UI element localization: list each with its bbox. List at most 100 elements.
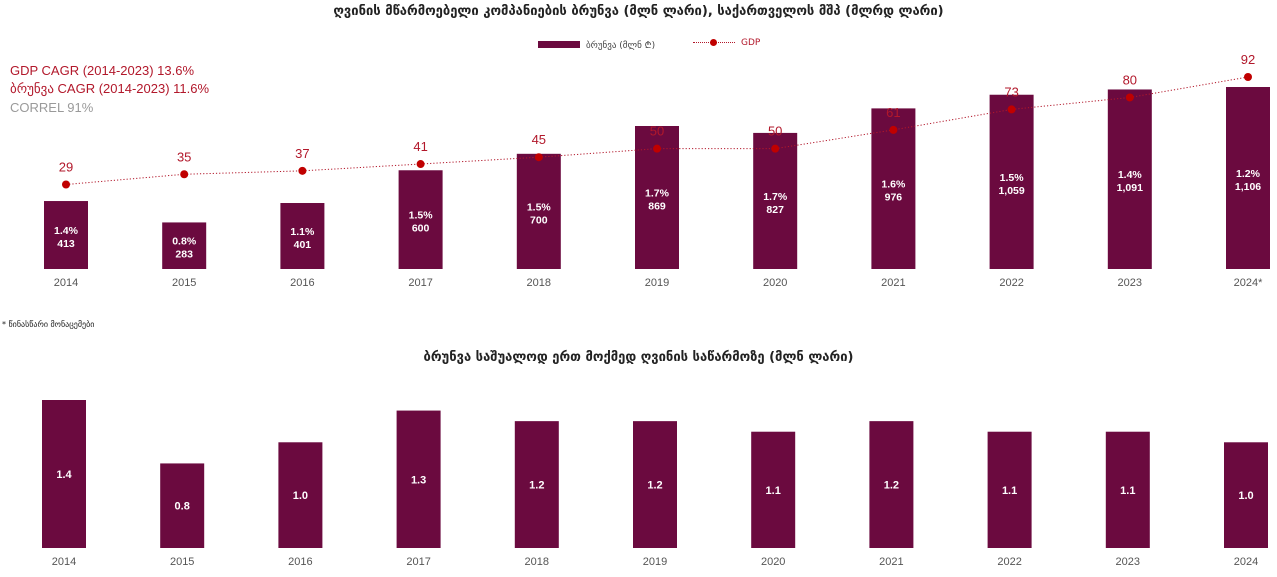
avg-turnover-bar [633,421,677,548]
legend-item-turnover: ბრუნვა (მლნ ₾) [538,38,655,51]
x-tick-label: 2020 [761,556,785,568]
x-tick-label: 2024* [1234,277,1263,289]
gdp-value-label: 50 [650,124,664,139]
avg-value-label: 1.2 [884,480,899,492]
gdp-share-label: 1.4% [1118,169,1143,181]
legend-bar-swatch [538,41,580,48]
avg-turnover-bar [514,421,559,548]
gdp-point [298,166,307,175]
turnover-bar [1107,89,1152,269]
turnover-bar [989,94,1034,269]
gdp-point [771,144,780,153]
gdp-point [534,153,543,162]
avg-turnover-bar [751,431,796,548]
gdp-value-label: 61 [886,105,900,120]
turnover-value-label: 401 [294,239,312,251]
turnover-bar [280,203,325,269]
avg-turnover-bar [1224,442,1268,548]
avg-value-label: 0.8 [175,501,190,513]
avg-turnover-bar [396,410,441,548]
x-tick-label: 2014 [54,277,78,289]
turnover-bar [753,132,798,269]
avg-value-label: 1.1 [1120,485,1135,497]
avg-turnover-bar [42,400,86,548]
gdp-point [180,170,189,179]
turnover-cagr-note: ბრუნვა CAGR (2014-2023) 11.6% [10,81,210,96]
avg-value-label: 1.0 [293,490,308,502]
correl-note: CORREL 91% [10,100,94,115]
gdp-value-label: 45 [532,132,546,147]
turnover-value-label: 700 [530,214,548,226]
x-tick-label: 2016 [290,277,314,289]
x-tick-label: 2021 [881,277,905,289]
gdp-value-label: 73 [1004,84,1018,99]
gdp-value-label: 80 [1123,72,1137,87]
gdp-share-label: 1.1% [290,226,315,238]
legend-item-gdp: GDP [693,38,760,48]
turnover-bar [162,222,207,269]
x-tick-label: 2018 [525,556,549,568]
turnover-value-label: 1,106 [1235,181,1261,193]
x-tick-label: 2024 [1234,556,1258,568]
x-tick-label: 2016 [288,556,312,568]
turnover-value-label: 600 [412,223,430,235]
avg-value-label: 1.4 [56,469,72,481]
avg-turnover-bar [987,431,1032,548]
x-tick-label: 2019 [645,277,669,289]
gdp-value-label: 35 [177,149,191,164]
top-chart-title: ღვინის მწარმოებელი კომპანიების ბრუნვა (მ… [333,4,944,19]
gdp-value-label: 37 [295,146,309,161]
avg-value-label: 1.0 [1238,490,1253,502]
gdp-share-label: 0.8% [172,236,197,248]
gdp-point [1244,73,1252,81]
turnover-bar [516,153,561,269]
avg-value-label: 1.3 [411,474,426,486]
gdp-point [416,160,425,169]
turnover-value-label: 1,091 [1117,182,1143,194]
avg-turnover-bar [160,463,205,548]
legend-turnover-label: ბრუნვა (მლნ ₾) [586,41,656,51]
turnover-value-label: 1,059 [998,185,1024,197]
x-tick-label: 2019 [643,556,667,568]
top-combo-chart: 1.4%41320140.8%28320151.1%40120161.5%600… [44,52,1270,289]
avg-value-label: 1.2 [529,480,544,492]
x-tick-label: 2014 [52,556,76,568]
avg-value-label: 1.1 [766,485,781,497]
gdp-point [1125,93,1134,102]
x-tick-label: 2023 [1118,277,1142,289]
turnover-bar [871,108,916,270]
turnover-value-label: 283 [175,249,193,261]
gdp-value-label: 50 [768,124,782,139]
turnover-bar [44,201,88,269]
footnote: * წინასწარი მონაცემები [2,320,95,329]
x-tick-label: 2020 [763,277,787,289]
turnover-value-label: 869 [648,201,666,213]
x-tick-label: 2022 [997,556,1021,568]
gdp-share-label: 1.5% [527,201,552,213]
x-tick-label: 2017 [408,277,432,289]
turnover-value-label: 976 [885,192,903,204]
x-tick-label: 2015 [172,277,196,289]
x-tick-label: 2015 [170,556,194,568]
legend-gdp-label: GDP [741,38,761,48]
gdp-share-label: 1.7% [645,188,670,200]
avg-value-label: 1.1 [1002,485,1017,497]
avg-turnover-bar [278,442,323,548]
bottom-chart-title: ბრუნვა საშუალოდ ერთ მოქმედ ღვინის საწარმ… [423,350,854,365]
gdp-share-label: 1.5% [1000,172,1025,184]
gdp-point [653,144,661,153]
avg-turnover-bar [1105,431,1150,548]
gdp-share-label: 1.7% [763,191,788,203]
gdp-point [889,125,898,134]
gdp-share-label: 1.5% [409,210,434,222]
avg-value-label: 1.2 [647,480,662,492]
gdp-point [1007,105,1016,114]
turnover-bar [1226,87,1270,269]
x-tick-label: 2017 [406,556,430,568]
avg-turnover-bar [869,421,914,548]
turnover-bar [398,170,443,269]
x-tick-label: 2018 [527,277,551,289]
gdp-value-label: 29 [59,160,73,175]
